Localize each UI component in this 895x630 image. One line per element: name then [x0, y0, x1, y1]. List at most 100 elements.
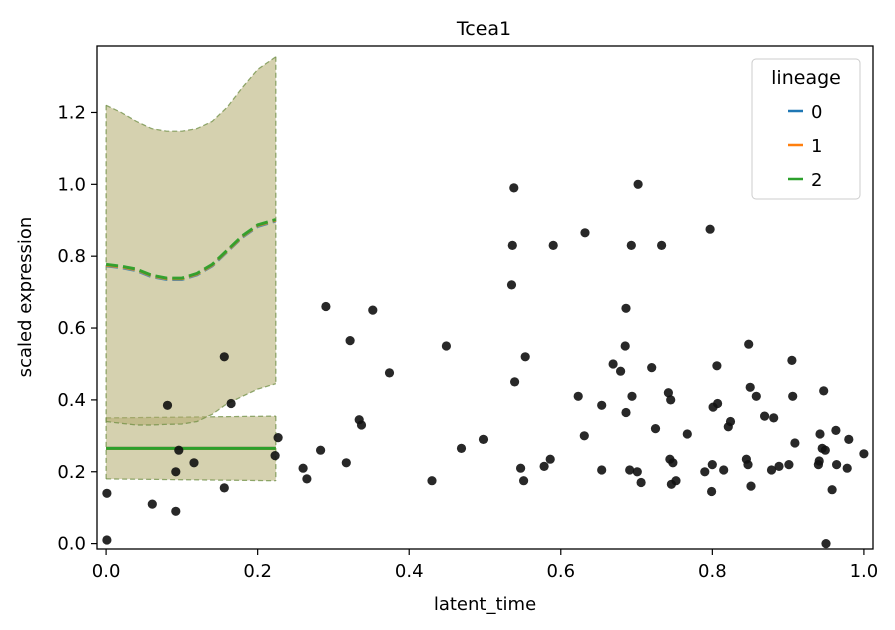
data-point: [316, 445, 326, 455]
data-point: [784, 460, 794, 470]
data-point: [516, 463, 526, 473]
data-point: [827, 485, 837, 495]
y-tick-label: 1.0: [57, 174, 86, 195]
data-point: [788, 391, 798, 401]
data-point: [539, 461, 549, 471]
data-point: [189, 458, 199, 468]
data-point: [769, 413, 779, 423]
data-point: [743, 460, 753, 470]
y-tick-label: 0.2: [57, 462, 86, 483]
data-point: [545, 454, 555, 464]
data-point: [668, 458, 678, 468]
data-point: [321, 301, 331, 312]
data-point: [579, 431, 589, 441]
data-point: [859, 449, 869, 459]
y-axis-label: scaled expression: [15, 217, 36, 378]
data-point: [147, 499, 157, 509]
data-point: [682, 429, 692, 439]
data-points: [102, 179, 869, 549]
data-point: [345, 336, 355, 346]
x-tick-label: 0.2: [243, 561, 272, 582]
x-axis-label: latent_time: [434, 594, 536, 615]
x-tick-label: 1.0: [850, 561, 879, 582]
x-tick-label: 0.0: [92, 561, 121, 582]
data-point: [341, 458, 351, 468]
data-point: [814, 456, 824, 466]
data-point: [632, 467, 642, 477]
data-point: [520, 352, 530, 362]
data-point: [356, 420, 367, 430]
data-point: [713, 398, 723, 409]
data-point: [548, 240, 558, 250]
data-point: [821, 539, 831, 549]
y-tick-label: 0.8: [57, 246, 86, 267]
x-tick-label: 0.4: [395, 561, 424, 582]
data-point: [616, 366, 626, 376]
legend-entries: 0 1 2: [788, 102, 822, 191]
data-point: [744, 339, 754, 349]
band-edge-lower: [106, 478, 276, 482]
data-point: [832, 460, 842, 470]
band-mean-line: [105, 218, 277, 280]
data-point: [700, 467, 710, 477]
data-point: [844, 434, 854, 444]
data-point: [302, 474, 312, 484]
band-edge-lower: [106, 478, 276, 482]
data-point: [219, 483, 229, 493]
confidence-band-1: [106, 56, 276, 426]
data-point: [620, 341, 630, 351]
data-point: [636, 477, 646, 488]
data-point: [657, 240, 667, 250]
data-point: [842, 463, 852, 473]
y-tick-label: 0.0: [57, 534, 86, 555]
data-point: [707, 486, 717, 497]
data-point: [519, 476, 529, 486]
data-point: [509, 377, 520, 387]
band-edge-upper: [105, 56, 277, 132]
data-point: [719, 465, 729, 475]
data-point: [298, 463, 308, 473]
data-point: [174, 445, 184, 455]
data-point: [671, 476, 681, 486]
plot-frame: [96, 45, 874, 550]
legend-label-1: 1: [811, 136, 822, 157]
band-edge-upper: [105, 56, 277, 132]
data-point: [441, 341, 451, 351]
data-point: [815, 429, 825, 439]
data-point: [573, 391, 583, 401]
data-point: [384, 368, 395, 378]
data-point: [725, 416, 736, 427]
data-point: [171, 467, 181, 477]
data-point: [745, 382, 755, 392]
y-tick-label: 0.6: [57, 318, 86, 339]
band-edge-upper: [105, 56, 277, 132]
data-point: [171, 506, 181, 516]
data-point: [478, 434, 489, 444]
chart-title: Tcea1: [456, 18, 511, 40]
band-edge-lower: [106, 383, 276, 426]
data-point: [751, 391, 761, 401]
data-point: [831, 425, 841, 435]
confidence-bands: [105, 56, 277, 482]
data-point: [712, 361, 722, 371]
data-point: [774, 461, 784, 471]
band-edge-lower: [106, 383, 276, 426]
data-point: [162, 400, 173, 410]
data-point: [650, 424, 661, 434]
data-point: [766, 465, 777, 475]
y-axis: 0.0 0.2 0.4 0.6 0.8 1.0 1.2: [57, 102, 97, 555]
data-point: [368, 305, 378, 315]
data-point: [666, 395, 676, 405]
data-point: [647, 363, 657, 373]
data-point: [102, 488, 112, 498]
legend-label-2: 2: [811, 170, 822, 191]
data-point: [507, 240, 517, 250]
band-edge-lower: [106, 383, 276, 426]
data-point: [226, 398, 236, 409]
legend-title: lineage: [771, 67, 841, 89]
legend: lineage 0 1 2: [751, 58, 861, 200]
data-point: [633, 179, 643, 189]
data-point: [509, 183, 519, 193]
data-point: [760, 411, 770, 421]
data-point: [580, 228, 590, 238]
